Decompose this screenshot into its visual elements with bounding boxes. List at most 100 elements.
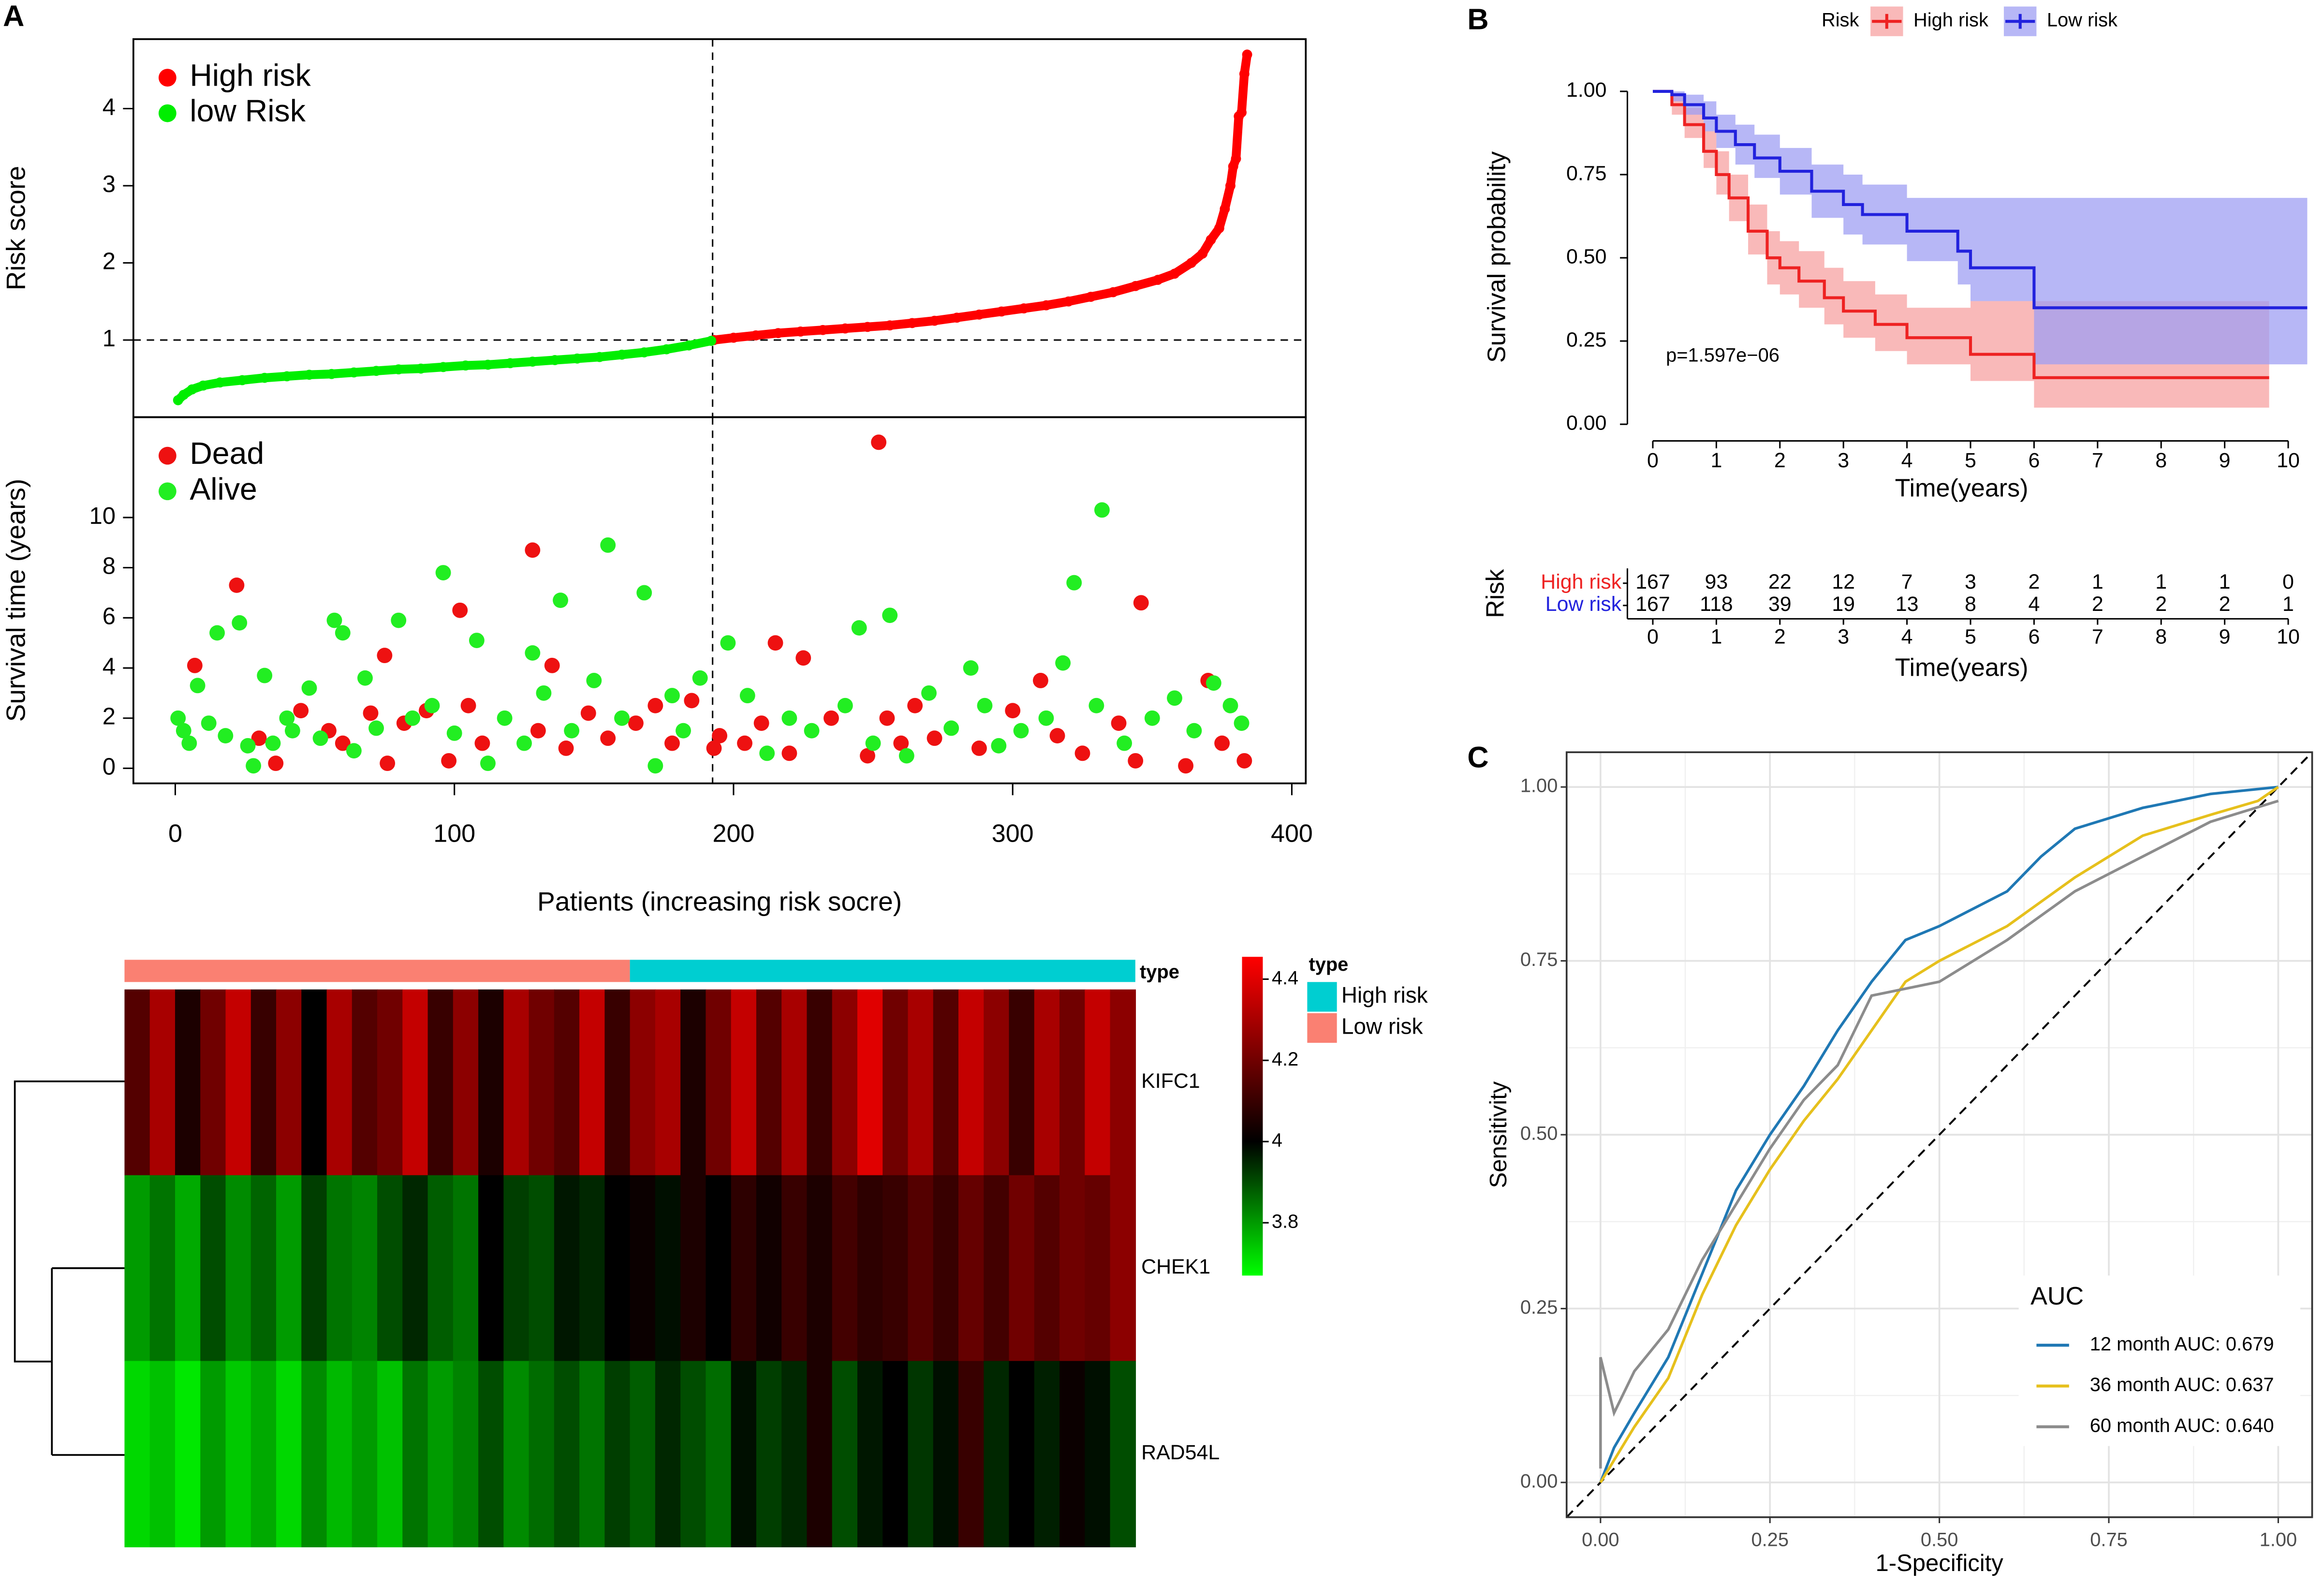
risk-count: 1 (2219, 570, 2231, 593)
y-tick-label: 1.00 (1520, 775, 1558, 797)
survival-curve (1652, 89, 2269, 379)
point (580, 705, 596, 721)
heat-cell (781, 1361, 808, 1547)
heat-cell (149, 1175, 176, 1362)
dendrogram-branches (14, 1080, 125, 1456)
risk-count: 3 (1965, 570, 1976, 593)
risk-count: 2 (2028, 570, 2040, 593)
heat-cell (655, 989, 681, 1176)
point (706, 336, 717, 346)
heat-cell (883, 989, 909, 1176)
point (530, 723, 546, 739)
risk-table-tick-label: 1 (1710, 625, 1722, 649)
point (884, 320, 895, 331)
roc-curve (1599, 800, 2279, 1469)
colorbar-label: 3.8 (1272, 1211, 1298, 1232)
x-tick-label: 300 (992, 820, 1034, 848)
point (1133, 595, 1149, 611)
point (326, 612, 342, 628)
point (480, 756, 496, 771)
point (647, 758, 663, 774)
heat-cell (149, 989, 176, 1176)
point (1066, 575, 1082, 591)
heat-cell (1085, 1175, 1111, 1362)
heat-cell (352, 989, 378, 1176)
panel-label: C (1467, 741, 1488, 774)
heat-cell (655, 1175, 681, 1362)
heat-cell (225, 1175, 251, 1362)
point (284, 723, 300, 739)
heat-cell (958, 1175, 985, 1362)
point (882, 608, 898, 623)
point (1049, 728, 1065, 743)
point (676, 723, 691, 739)
heat-cell (149, 1361, 176, 1547)
heat-cell (301, 1361, 327, 1547)
point (927, 730, 942, 746)
point (505, 358, 515, 369)
point (1152, 275, 1163, 285)
x-tick-label: 10 (2277, 449, 2300, 472)
type-bar (124, 960, 630, 982)
colorbar-label: 4.4 (1272, 967, 1298, 989)
risk-curve (709, 50, 1252, 345)
x-tick-label: 0 (1647, 449, 1659, 472)
point (628, 715, 644, 731)
point (706, 741, 722, 756)
heat-cell (276, 1175, 302, 1362)
x-tick-label: 4 (1901, 449, 1913, 472)
annotation-label: type (1140, 961, 1179, 982)
risk-count: 13 (1896, 593, 1919, 616)
y-tick-label: 10 (89, 503, 116, 529)
heat-cell (984, 989, 1010, 1176)
point (664, 688, 680, 704)
point (416, 363, 426, 374)
heat-cell (427, 1361, 454, 1547)
heat-cell (984, 1361, 1010, 1547)
heat-cell (301, 1175, 327, 1362)
point (893, 735, 909, 751)
heat-cell (706, 1175, 732, 1362)
risk-count: 167 (1635, 593, 1670, 616)
risk-count: 118 (1700, 593, 1733, 616)
x-tick-label: 9 (2219, 449, 2231, 472)
panel-label: B (1467, 2, 1488, 35)
legend-label: Alive (190, 472, 257, 506)
point (190, 678, 206, 694)
heat-cell (857, 1361, 883, 1547)
point (368, 720, 384, 736)
point (1038, 710, 1054, 726)
heat-cell (402, 989, 428, 1176)
risk-count: 1 (2282, 593, 2294, 616)
point (600, 537, 616, 553)
heat-cell (478, 989, 504, 1176)
point (991, 738, 1007, 754)
heat-cell (250, 1175, 277, 1362)
point (636, 585, 652, 601)
heat-cell (908, 1175, 934, 1362)
y-tick-label: 8 (103, 553, 116, 579)
point (907, 697, 923, 713)
heat-cell (225, 1361, 251, 1547)
colorbar-label: 4 (1272, 1130, 1282, 1151)
point (572, 353, 583, 364)
point (349, 367, 359, 378)
point (639, 347, 649, 357)
risk-count: 12 (1832, 570, 1855, 593)
point (363, 705, 379, 721)
heat-cell (706, 989, 732, 1176)
x-tick-label: 3 (1838, 449, 1849, 472)
heat-cell (807, 1361, 833, 1547)
point (1117, 735, 1133, 751)
point (929, 315, 940, 326)
point (326, 369, 337, 379)
panel-label: A (3, 0, 24, 32)
point (187, 384, 197, 395)
point (1178, 758, 1194, 774)
heat-cell (352, 1361, 378, 1547)
heat-cell (554, 1175, 580, 1362)
legend-marker (158, 104, 177, 122)
x-tick-label: 1 (1710, 449, 1722, 472)
x-axis-title: Patients (increasing risk socre) (537, 886, 902, 916)
point (617, 349, 627, 360)
